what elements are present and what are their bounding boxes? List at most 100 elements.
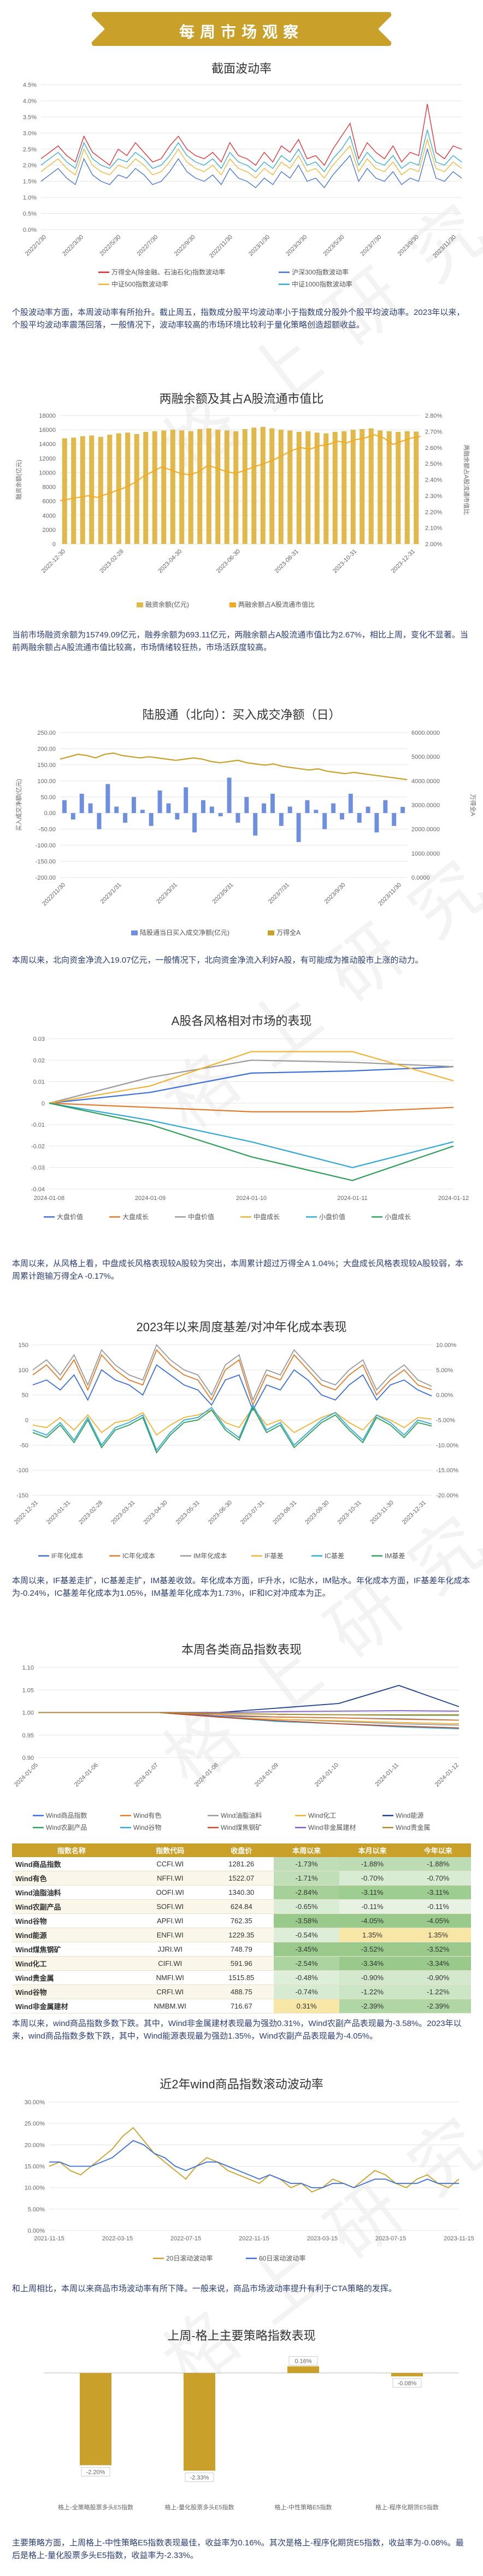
x-tick: 2023/11/30: [377, 882, 403, 908]
table-cell: -4.05%: [405, 1913, 471, 1928]
table-cell: 591.96: [209, 1956, 274, 1971]
x-tick: 2023/9/30: [397, 234, 420, 257]
x-tick: 2022/11/30: [41, 882, 67, 908]
margin-bar: [368, 428, 374, 544]
margin-bar: [152, 431, 157, 544]
x-tick: 2024-01-05: [13, 1762, 39, 1788]
table-cell: -2.39%: [405, 1999, 471, 2013]
north-bar: [175, 813, 180, 819]
data-label: -2.20%: [86, 2469, 105, 2475]
y-tick: -0.02: [31, 1143, 45, 1150]
y-tick: 25.00%: [25, 2121, 45, 2127]
y-right-tick: 2.50%: [425, 461, 442, 467]
y-right-tick: 4000.0000: [411, 778, 440, 784]
x-tick: 2023-03-15: [307, 2235, 338, 2242]
table-cell: -1.73%: [273, 1857, 340, 1871]
x-tick: 2023-12-31: [390, 548, 416, 575]
table-header-cell: 本月以来: [339, 1843, 405, 1857]
cvol-legend-label: 60日滚动波动率: [259, 2254, 305, 2262]
margin-bar: [107, 435, 113, 544]
table-cell: Wind能源: [12, 1928, 131, 1942]
style-legend-label: 大盘价值: [57, 1213, 83, 1221]
data-label-box: [185, 2472, 214, 2482]
table-cell: Wind非金属建材: [12, 1999, 131, 2013]
margin-bar: [378, 430, 383, 544]
north-bar: [314, 810, 319, 813]
y-tick: 3.5%: [23, 114, 37, 121]
series-line: [40, 138, 462, 179]
y-right-tick: 10.00%: [436, 1342, 457, 1349]
table-cell: 624.84: [209, 1899, 274, 1914]
table-row: Wind谷物 APFI.WI 762.35 -3.58% -4.05% -4.05%: [12, 1913, 471, 1928]
table-cell: -0.74%: [273, 1984, 340, 1999]
margin-bar: [188, 431, 193, 544]
table-cell: JJRI.WI: [131, 1942, 209, 1957]
margin-bar: [98, 437, 103, 544]
margin-bar: [215, 430, 221, 544]
north-bar: [114, 806, 119, 813]
x-tick: 2024-01-08: [193, 1762, 220, 1788]
table-cell: -3.52%: [339, 1942, 405, 1957]
strategy-bar: [391, 2373, 423, 2376]
table-row: Wind非金属建材 NMBM.WI 716.67 0.31% -2.39% -2.39%: [12, 1999, 471, 2013]
basis-legend-label: IC年化成本: [122, 1552, 155, 1560]
table-cell: ENFI.WI: [131, 1928, 209, 1942]
margin-bar: [360, 429, 365, 544]
table-cell: CRFI.WI: [131, 1984, 209, 1999]
north-bar: [339, 813, 344, 819]
volatility-chart-title: 截面波动率: [211, 62, 272, 75]
strategy-bar: [80, 2373, 111, 2466]
data-label: -0.08%: [398, 2380, 417, 2387]
north-bar: [131, 797, 136, 813]
basis-line: [32, 1406, 432, 1454]
y-left-tick: -50.00: [39, 827, 56, 833]
y-tick: 5.00%: [28, 2206, 45, 2213]
y-tick: -0.01: [31, 1122, 45, 1128]
north-legend-label: 陆股通当日买入成交净额(亿元): [140, 928, 229, 936]
x-tick: 2023-08-31: [272, 1500, 298, 1526]
y-right-tick: 2.80%: [425, 413, 442, 419]
x-tick: 2023-09-30: [304, 1500, 330, 1526]
north-bar: [348, 793, 353, 813]
x-tick: 2022-12-30: [40, 548, 67, 575]
y-left-tick: 100: [19, 1367, 28, 1374]
page-title: 每周市场观察: [179, 24, 304, 40]
y-left-tick: -50: [20, 1442, 28, 1449]
basis-line: [32, 1403, 432, 1451]
y-right-tick: -20.00%: [436, 1492, 458, 1499]
y-tick: -0.04: [31, 1186, 45, 1193]
x-tick: 2022/7/30: [136, 234, 160, 257]
x-tick: 2023-07-15: [375, 2235, 406, 2242]
y-left-tick: 0.00: [44, 810, 56, 817]
y-tick: 0.03: [33, 1036, 45, 1043]
margin-bar: [396, 432, 401, 544]
x-tick: 2023/1/30: [248, 234, 271, 257]
style-line: [49, 1102, 454, 1181]
table-row: Wind农副产品 SOFI.WI 624.84 -0.65% -0.11% -0.11%: [12, 1899, 471, 1914]
style-line: [49, 1102, 454, 1113]
y-tick: 30.00%: [25, 2099, 45, 2106]
category-label: 格上-量化股票多头E5指数: [164, 2503, 234, 2511]
table-cell: -1.22%: [339, 1984, 405, 1999]
y-left-label: 融资余额(亿元): [15, 460, 22, 500]
north-bar: [201, 800, 205, 813]
commodity-table: 指数名称 指数代码 收盘价 本周以来 本月以来 今年以来 Wind商品指数 CCFI.WI 1…: [12, 1843, 471, 2013]
margin-bar: [224, 430, 229, 544]
table-cell: -0.54%: [273, 1928, 340, 1942]
basis-line: [32, 1349, 432, 1407]
y-tick: 0.95: [22, 1732, 34, 1739]
commodity-legend-label: Wind农副产品: [46, 1824, 87, 1831]
x-tick: 2024-01-11: [337, 1195, 367, 1202]
x-tick: 2024-01-09: [135, 1195, 166, 1202]
table-cell: NMBM.WI: [131, 1999, 209, 2013]
table-cell: 1522.07: [209, 1871, 274, 1886]
style-line: [49, 1102, 454, 1168]
style-legend-label: 中盘价值: [188, 1213, 214, 1221]
table-cell: -0.65%: [273, 1899, 340, 1914]
table-cell: 1340.30: [209, 1885, 274, 1900]
x-tick: 2023-07-31: [239, 1500, 266, 1526]
north-bar: [305, 800, 310, 813]
y-left-tick: 16000: [39, 427, 56, 434]
x-tick: 2023-02-28: [99, 548, 125, 575]
